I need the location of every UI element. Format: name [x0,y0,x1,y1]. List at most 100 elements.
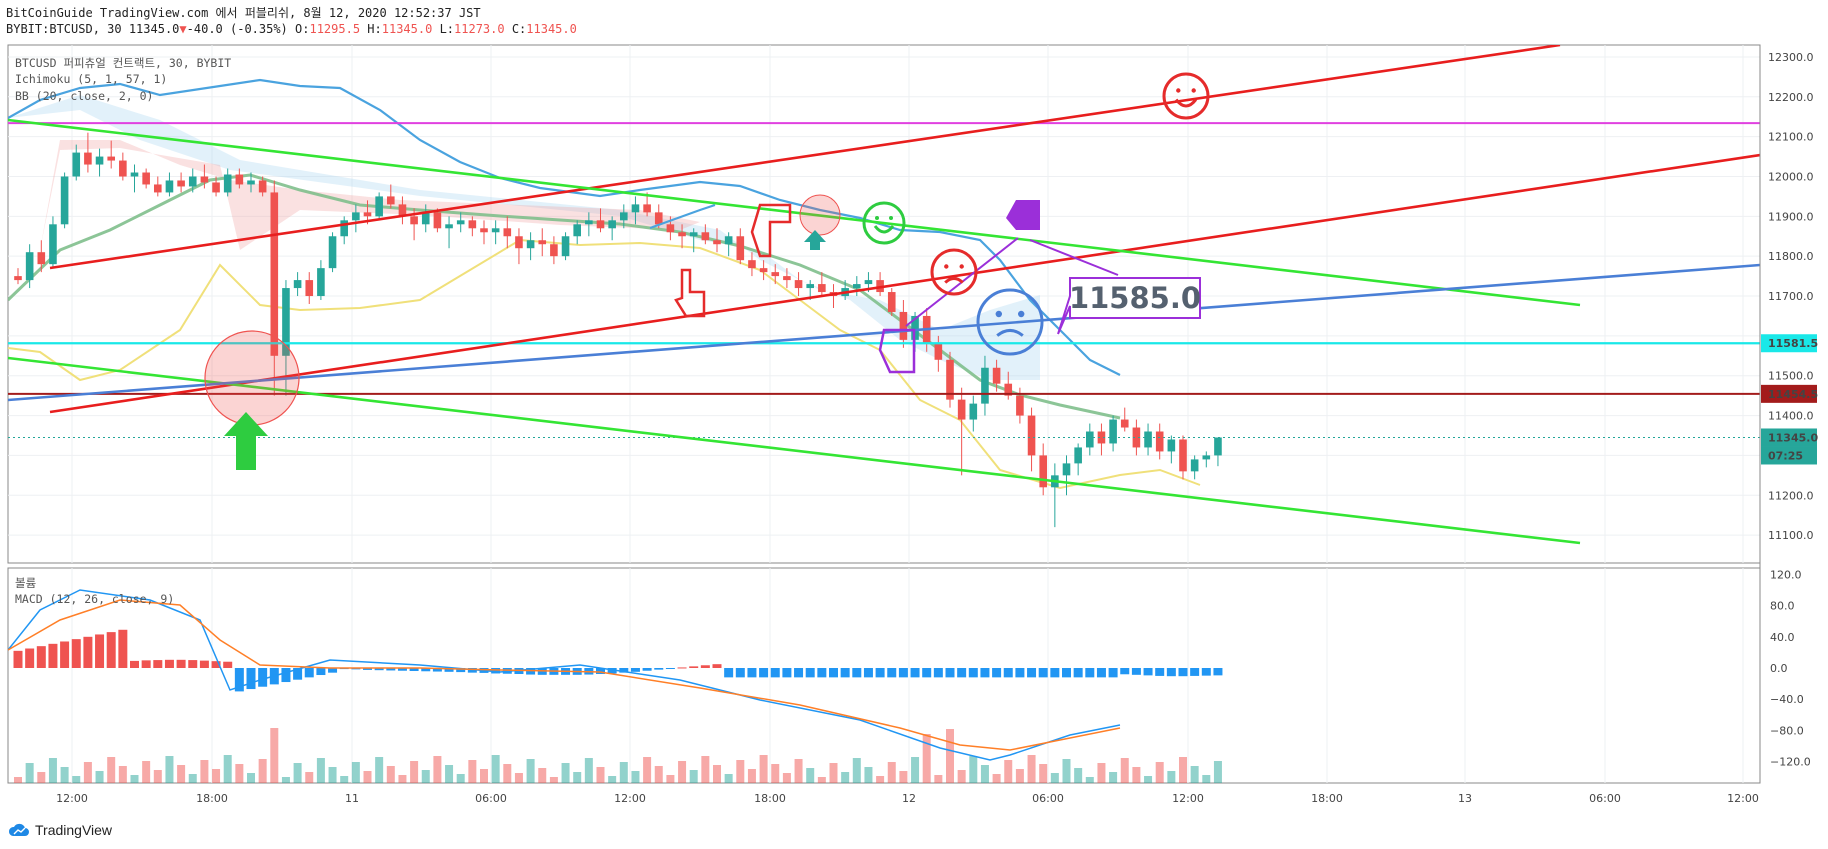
volume-bar [1109,772,1118,783]
low-label: L: [439,22,455,36]
candle-body [643,204,651,213]
candle-body [445,224,453,229]
tradingview-logo[interactable]: TradingView [8,822,112,838]
macd-histogram-bar [910,668,920,678]
macd-histogram-bar [258,668,268,687]
macd-histogram-bar [71,639,81,668]
macd-histogram-bar [863,668,873,678]
cloud-logo-icon [8,823,29,836]
volume-bar [60,767,69,783]
candle-body [1214,437,1222,456]
legend-volume[interactable]: 볼륨 [15,576,37,590]
volume-bar [351,762,360,783]
candle-body [934,343,943,360]
price-tick-label: 12300.0 [1768,51,1814,64]
candle-body [177,180,185,187]
volume-bar [829,763,838,783]
symbol-label: BYBIT:BTCUSD, 30 [6,22,122,36]
volume-bar [654,766,663,783]
macd-histogram-bar [1038,668,1048,678]
macd-histogram-bar [223,661,233,668]
volume-bar [1179,757,1187,783]
high-label: H: [367,22,382,36]
volume-bar [701,756,710,783]
trend-line-drawings [8,45,1760,545]
macd-histogram-bar [1062,668,1071,678]
time-tick-label: 18:00 [1311,792,1343,805]
legend-ichimoku[interactable]: Ichimoku (5, 1, 57, 1) [15,72,168,86]
candle-body [200,176,209,183]
macd-histogram-bar [1050,668,1060,678]
volume-bar [281,777,290,783]
smiley-red-icon-eye [1191,88,1196,93]
volume-bar [992,774,1001,783]
red-channel-lower-line [49,153,1760,414]
volume-bar [538,768,547,783]
macd-histogram-bar [281,668,291,683]
volume-bar [188,774,197,783]
green-channel-upper-line [8,118,1581,307]
candle-body [352,212,360,221]
candle-body [771,272,780,277]
macd-histogram-bar [363,668,372,670]
candle-body [14,276,22,281]
macd-line [8,589,1121,761]
volume-bar [212,769,221,783]
volume-bar [142,761,151,783]
candle-body [806,284,814,289]
candle-body [154,184,162,193]
volume-bar [165,756,174,783]
volume-bar [782,773,791,783]
macd-tick-label: −80.0 [1770,724,1804,737]
price-callout-box [1057,277,1201,335]
volume-bar [806,768,815,783]
candle-body [515,236,523,249]
candle-body [1074,447,1082,464]
smiley-blue-sad-icon-eye [1018,310,1025,318]
smiley-red-icon [1162,72,1210,120]
legend-macd[interactable]: MACD (12, 26, close, 9) [15,592,175,606]
price-marker-label: 11345.0 [1768,431,1818,444]
volume-bar [456,774,465,783]
volume-bar [934,775,943,783]
volume-bar [200,760,209,783]
macd-histogram-bar [153,660,163,668]
open-value: 11295.5 [309,22,361,36]
volume-bar [1074,768,1083,783]
candle-body [1144,431,1152,448]
candle-body [853,284,861,289]
macd-histogram-bar [409,668,419,672]
legend-main-series[interactable]: BTCUSD 퍼피츄얼 컨트랙트, 30, BYBIT [15,56,232,70]
candle-body [1190,459,1199,472]
smiley-green-icon-eye [889,216,893,220]
macd-histogram-bar [199,660,209,668]
price-tick-label: 11700.0 [1768,290,1814,303]
volume-bar [410,761,419,783]
macd-histogram-bar [817,668,827,678]
candle-body [957,399,966,420]
volume-bar [235,764,244,783]
macd-histogram-bar [36,646,46,668]
smiley-red-neutral-icon-eye [944,264,949,269]
volume-bar [1132,767,1141,783]
volume-bar [852,758,861,783]
candle-body [398,204,407,217]
time-tick-label: 18:00 [754,792,786,805]
macd-histogram-bar [1003,668,1013,678]
price-marker-box [1761,334,1817,353]
macd-histogram-bar [875,668,885,678]
candle-body [317,268,325,297]
volume-bar [445,765,454,783]
time-tick-label: 12:00 [1172,792,1204,805]
volume-bar [643,757,652,783]
volume-bar [1027,755,1036,783]
volume-bar [747,769,756,783]
legend-bollinger[interactable]: BB (20, close, 2, 0) [15,89,154,103]
volume-bar [817,777,826,783]
pointing-hand-purple-icon [1006,200,1040,230]
candle-body [1202,455,1211,460]
open-label: O: [295,22,310,36]
volume-bar [771,764,780,783]
close-label: C: [511,22,527,36]
